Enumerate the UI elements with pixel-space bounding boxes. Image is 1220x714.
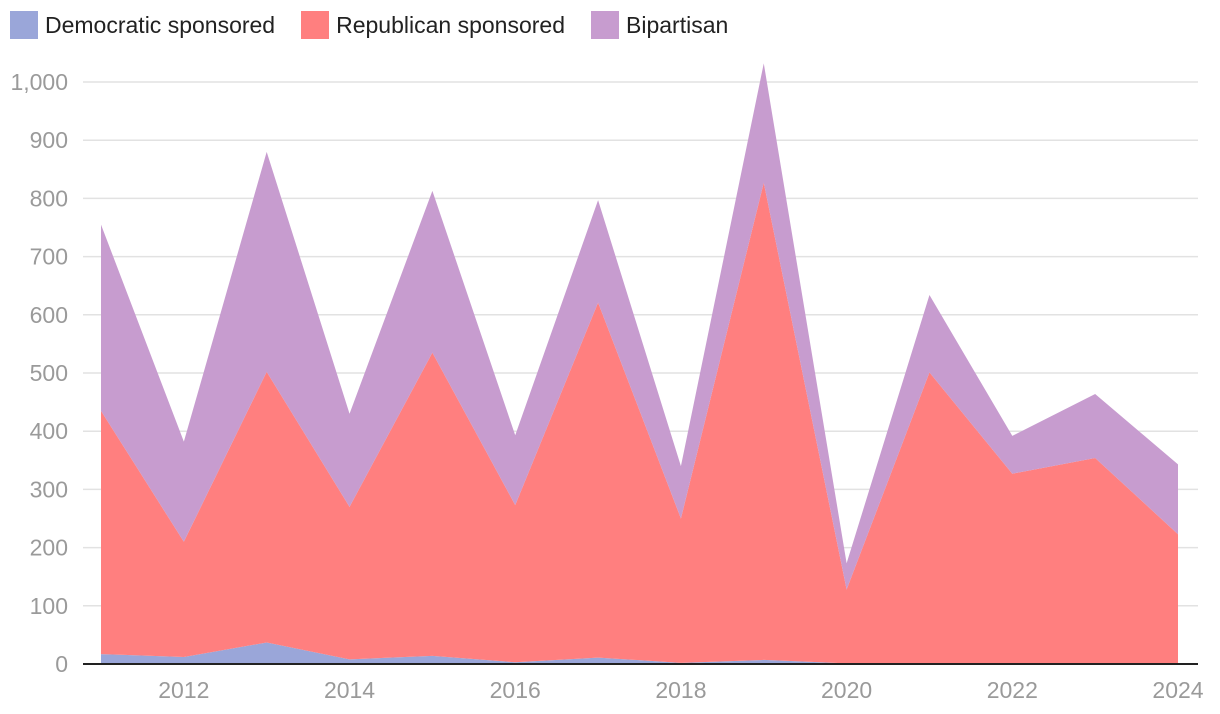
x-tick-label: 2012 <box>158 677 209 703</box>
x-tick-label: 2020 <box>821 677 872 703</box>
y-tick-label: 100 <box>30 593 68 619</box>
y-tick-label: 500 <box>30 360 68 386</box>
y-tick-label: 700 <box>30 244 68 270</box>
x-tick-label: 2016 <box>490 677 541 703</box>
area-series-0[interactable] <box>101 642 1178 664</box>
y-tick-label: 900 <box>30 127 68 153</box>
area-series-1[interactable] <box>101 182 1178 664</box>
legend-label-democratic: Democratic sponsored <box>45 11 276 38</box>
y-tick-label: 1,000 <box>10 69 68 95</box>
y-tick-label: 200 <box>30 535 68 561</box>
y-tick-label: 600 <box>30 302 68 328</box>
legend-item-republican[interactable]: Republican sponsored <box>301 11 565 39</box>
legend-item-democratic[interactable]: Democratic sponsored <box>10 11 275 39</box>
x-tick-label: 2014 <box>324 677 375 703</box>
axis-layer: 0 100 200 300 400 500 600 700 800 900 1,000 2012 201… <box>10 69 1203 703</box>
x-tick-label: 2022 <box>987 677 1038 703</box>
legend-label-bipartisan: Bipartisan <box>626 11 729 38</box>
y-tick-label: 300 <box>30 476 68 502</box>
legend-swatch-republican <box>301 11 330 39</box>
y-tick-label: 400 <box>30 418 68 444</box>
legend-swatch-bipartisan <box>591 11 619 39</box>
legend-swatch-democratic <box>10 11 38 39</box>
legend: Democratic sponsored Republican sponsore… <box>10 11 754 39</box>
area-series-2[interactable] <box>101 63 1178 590</box>
legend-label-republican: Republican sponsored <box>336 11 565 38</box>
x-tick-label: 2024 <box>1152 677 1203 703</box>
area-layer <box>100 63 1179 664</box>
x-tick-label: 2018 <box>655 677 706 703</box>
y-tick-label: 800 <box>30 185 68 211</box>
y-tick-label: 0 <box>55 651 68 677</box>
legend-item-bipartisan[interactable]: Bipartisan <box>591 11 728 39</box>
